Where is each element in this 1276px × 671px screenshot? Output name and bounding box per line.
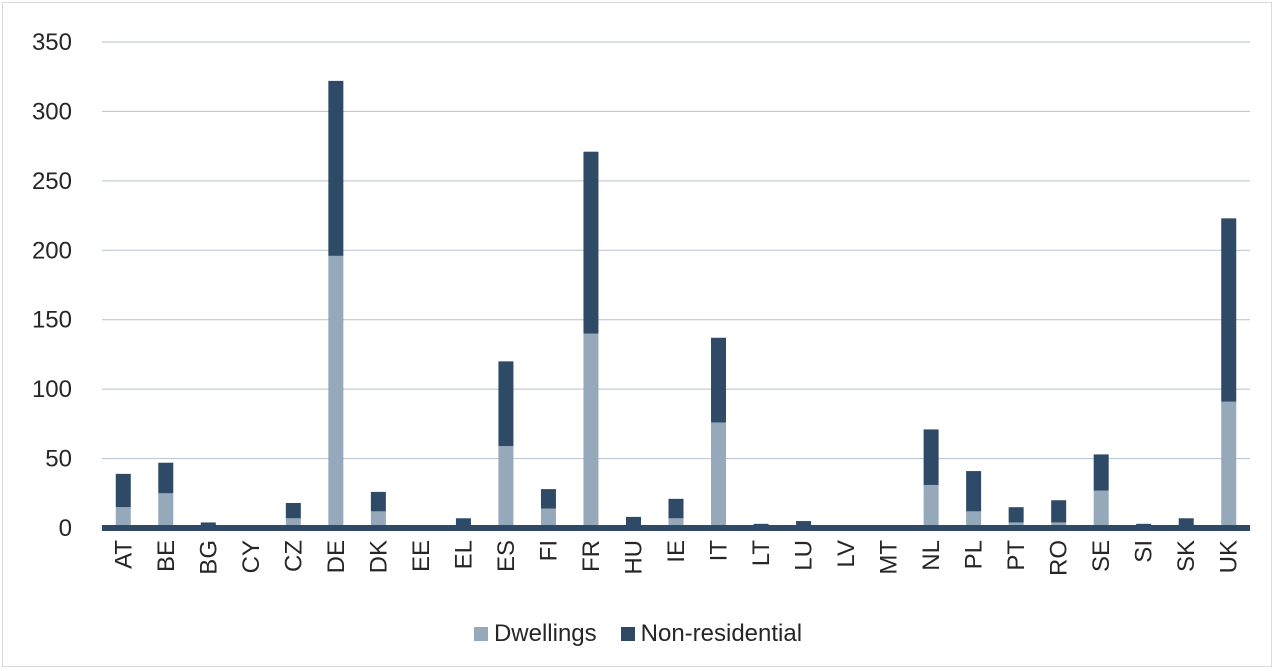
bar-dwellings [1221,401,1237,528]
x-tick-label: SK [1173,540,1200,572]
x-tick-label: SI [1131,540,1158,563]
bar-dwellings [540,508,556,528]
x-tick-label: PT [1003,540,1030,571]
bar-dwellings [1093,490,1109,528]
bar-dwellings [285,518,301,528]
x-tick-label: LV [833,540,860,568]
x-tick-label: BE [153,540,180,572]
legend-label-dwellings: Dwellings [493,620,597,647]
y-tick-label: 0 [59,515,72,542]
legend-item-non-residential: Non-residential [620,620,803,648]
bar-non-residential [328,80,344,256]
y-axis-tick-labels: 0 50 100 150 200 250 300 350 [32,29,72,542]
y-tick-label: 350 [32,29,72,56]
y-tick-label: 200 [32,237,72,264]
y-tick-label: 50 [45,446,72,473]
legend: Dwellings Non-residential [0,620,1276,648]
y-tick-label: 150 [32,307,72,334]
bar-non-residential [796,521,812,526]
y-tick-label: 100 [32,376,72,403]
bars [115,80,1237,528]
bar-dwellings [328,255,344,528]
x-tick-label: EE [408,540,435,572]
x-tick-label: CZ [280,540,307,572]
bar-non-residential [711,337,727,423]
bar-non-residential [540,489,556,509]
x-tick-label: CY [238,540,265,573]
bar-non-residential [966,471,982,512]
bar-non-residential [923,429,939,485]
bar-non-residential [455,518,471,526]
x-tick-label: FR [578,540,605,572]
x-tick-label: EL [450,540,477,569]
legend-item-dwellings: Dwellings [473,620,597,648]
y-tick-label: 300 [32,98,72,125]
bar-dwellings [370,511,386,528]
bar-dwellings [583,333,599,528]
bar-dwellings [115,507,131,528]
bar-non-residential [1051,500,1067,523]
bar-non-residential [200,522,216,527]
bar-non-residential [1178,518,1194,526]
x-tick-label: HU [620,540,647,575]
bar-non-residential [1093,454,1109,491]
bar-non-residential [1221,218,1237,402]
x-tick-label: PL [961,540,988,569]
bar-dwellings [668,518,684,528]
x-tick-label: LT [748,540,775,567]
bar-dwellings [158,493,174,528]
x-tick-label: MT [876,540,903,575]
bar-non-residential [583,151,599,334]
y-tick-label: 250 [32,168,72,195]
x-tick-label: RO [1046,540,1073,576]
x-tick-label: SE [1088,540,1115,572]
x-tick-label: NL [918,540,945,571]
bar-non-residential [668,498,684,519]
x-tick-label: BG [195,540,222,575]
x-tick-label: ES [493,540,520,572]
bar-dwellings [966,511,982,528]
bar-dwellings [711,422,727,528]
bar-non-residential [498,361,514,447]
x-tick-label: AT [110,540,137,569]
legend-swatch-non-residential [620,627,635,641]
bar-non-residential [285,503,301,519]
bar-non-residential [625,516,641,526]
x-tick-label: IT [706,540,733,562]
x-tick-label: UK [1216,540,1243,573]
bar-non-residential [115,473,131,508]
legend-swatch-dwellings [473,627,488,641]
gridlines [102,41,1250,460]
bar-dwellings [498,446,514,528]
bar-non-residential [1008,507,1024,523]
x-tick-label: DK [365,540,392,573]
x-tick-label: IE [663,540,690,563]
x-tick-label: DE [323,540,350,573]
legend-label-non-residential: Non-residential [640,620,803,647]
bar-non-residential [158,462,174,494]
bar-non-residential [370,491,386,512]
x-tick-label: LU [791,540,818,571]
bar-dwellings [923,484,939,528]
x-tick-label: FI [535,540,562,561]
x-axis-tick-labels: AT BE BG CY CZ DE DK EE EL ES FI FR HU IE IT LT LU LV MT NL… [110,540,1242,576]
